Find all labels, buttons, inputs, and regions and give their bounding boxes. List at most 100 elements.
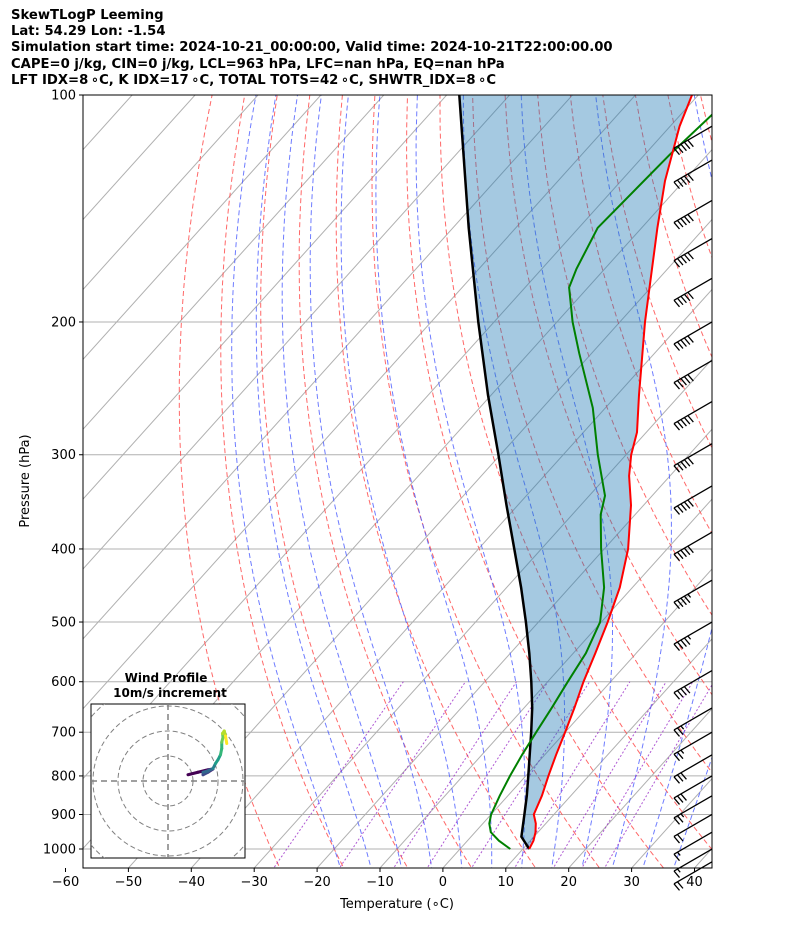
wind-barb (673, 707, 713, 737)
wind-barb (673, 670, 713, 700)
dry-adiabat (260, 95, 409, 868)
dry-adiabat (700, 95, 712, 145)
mixing-ratio-line (552, 681, 667, 868)
x-tick-label: 0 (439, 875, 447, 890)
title-station: SkewTLogP Leeming (11, 8, 164, 23)
dewpoint-line (488, 113, 712, 850)
wind-barb (673, 443, 713, 473)
moist-adiabat (340, 95, 463, 868)
x-tick-label: −50 (115, 875, 142, 890)
background-lines (83, 78, 794, 880)
moist-adiabat (309, 95, 433, 868)
dry-adiabat (371, 95, 601, 868)
wind-barb (673, 277, 713, 308)
moist-adiabat (415, 95, 526, 868)
x-tick-label: −30 (240, 875, 267, 890)
dry-adiabat (472, 95, 712, 774)
y-tick-label: 700 (51, 726, 76, 741)
wind-barb (673, 579, 713, 610)
isotherm-line (693, 847, 712, 868)
parcel-profile-line (458, 95, 534, 850)
wind-barb (673, 485, 713, 515)
isotherm-line (379, 498, 712, 868)
wind-barb (673, 199, 713, 230)
wind-barbs (673, 125, 713, 891)
hodograph-inset: Wind Profile 10m/s increment (90, 671, 246, 859)
isotherm-line (253, 358, 712, 868)
moist-adiabat (595, 95, 672, 868)
wind-barb (673, 400, 713, 431)
x-tick-label: −40 (178, 875, 205, 890)
wind-barb (673, 531, 713, 562)
moist-adiabat (375, 95, 493, 868)
dry-adiabat (504, 95, 712, 696)
y-axis-label: Pressure (hPa) (18, 434, 33, 527)
mixing-ratio-line (338, 681, 466, 868)
wind-barb (673, 813, 713, 844)
hodograph-segment (186, 770, 200, 777)
moist-adiabat (255, 95, 372, 868)
wind-barb (673, 731, 713, 762)
cin-shading (459, 95, 692, 849)
isotherm-line (83, 95, 511, 570)
title-indices-2: LFT IDX=8 ∘C, K IDX=17 ∘C, TOTAL TOTS=42… (11, 73, 497, 88)
moist-adiabat (231, 95, 341, 868)
isotherm-line (505, 638, 712, 868)
isotherm-line (83, 95, 385, 430)
mixing-ratio-line (426, 681, 549, 868)
moist-adiabat (462, 95, 566, 868)
wind-barb (673, 237, 713, 268)
isotherm-line (83, 95, 259, 291)
profiles (458, 95, 712, 850)
plot-frame (82, 94, 713, 869)
y-tick-label: 600 (51, 675, 76, 690)
mixing-ratio-line (393, 681, 517, 868)
wind-barb (673, 621, 713, 651)
y-tick-label: 100 (51, 89, 76, 104)
title-indices-1: CAPE=0 j/kg, CIN=0 j/kg, LCL=963 hPa, LF… (11, 57, 505, 72)
isotherm-line (746, 78, 794, 880)
wind-barb (673, 321, 713, 351)
instability-shading (459, 95, 692, 849)
dry-adiabat (335, 95, 537, 868)
moist-adiabat (281, 95, 402, 868)
title-latlon: Lat: 54.29 Lon: -1.54 (11, 24, 166, 39)
y-tick-label: 1000 (43, 843, 76, 858)
moist-adiabat (673, 756, 712, 868)
dry-adiabat (406, 95, 665, 868)
dry-adiabat (602, 95, 712, 449)
x-tick-label: −20 (303, 875, 330, 890)
y-tick-label: 900 (51, 808, 76, 823)
x-tick-label: −60 (52, 875, 79, 890)
dry-adiabat (220, 95, 345, 868)
dry-adiabat (178, 95, 281, 868)
hodograph-ring (117, 730, 219, 832)
axes-ticks: −60 −50 −40 −30 −20 −10 0 10 20 30 40 1000 900 800 700… (43, 89, 703, 891)
title-times: Simulation start time: 2024-10-21_00:00:… (11, 40, 613, 55)
mixing-ratio-line (470, 681, 591, 868)
isotherm-line (190, 288, 712, 868)
dry-adiabat (537, 95, 712, 617)
isotherm-line (442, 568, 712, 868)
wind-barb (673, 159, 713, 190)
x-tick-label: 10 (498, 875, 515, 890)
mixing-ratio-line (581, 681, 694, 868)
wind-barb (673, 125, 713, 156)
isotherm-line (83, 95, 322, 361)
x-axis-label: Temperature (∘C) (339, 897, 454, 912)
hodograph-segment (224, 734, 229, 745)
y-tick-label: 300 (51, 448, 76, 463)
isotherm-line (83, 95, 196, 221)
hodograph-subtitle: 10m/s increment (113, 686, 227, 700)
x-tick-label: 40 (686, 875, 703, 890)
y-tick-label: 500 (51, 616, 76, 631)
wind-barb (673, 754, 713, 784)
moist-adiabat (520, 95, 613, 868)
wind-barb (673, 775, 713, 805)
y-tick-label: 800 (51, 769, 76, 784)
hodograph-title: Wind Profile (125, 671, 208, 685)
moist-adiabat (642, 95, 712, 868)
wind-barb (673, 848, 713, 878)
isotherm-line (83, 95, 637, 710)
